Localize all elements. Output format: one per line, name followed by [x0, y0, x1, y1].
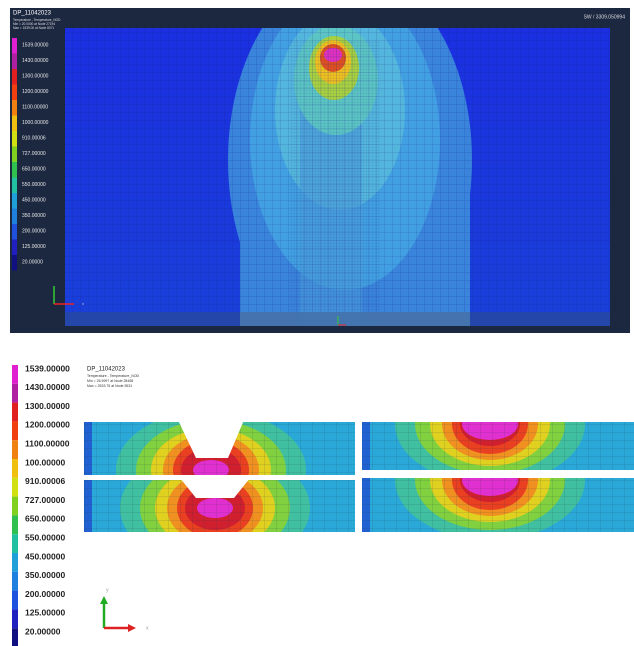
axis-triad: x y [100, 587, 149, 632]
temperature-plume [65, 0, 610, 350]
mesh [362, 422, 634, 470]
legend-swatch [12, 255, 17, 271]
legend-label: 650.00000 [25, 514, 65, 524]
mesh [362, 478, 634, 532]
legend-label: 1539.00000 [22, 42, 49, 48]
legend-label: 1430.00000 [25, 382, 70, 392]
info-line: Max = 1539.00 at Node 8071 [13, 26, 54, 30]
legend-swatch [12, 403, 18, 422]
legend-label: 125.00000 [25, 608, 65, 618]
legend-label: 1200.00000 [25, 420, 70, 430]
legend-swatch [12, 131, 17, 147]
legend-label: 1539.00000 [25, 363, 70, 373]
legend-swatch [12, 572, 18, 591]
legend-label: 1430.00000 [22, 58, 49, 64]
legend-swatch [12, 534, 18, 553]
legend-swatch [12, 628, 18, 646]
legend-swatch [12, 38, 17, 54]
legend-label: 1300.00000 [22, 73, 49, 79]
legend-label: 450.00000 [22, 197, 46, 203]
arrow-head [128, 624, 136, 632]
axis-label: x [146, 625, 149, 631]
legend-label: 20.00000 [25, 626, 61, 636]
legend-label: 910.00006 [22, 135, 46, 141]
title: DP_11042023 [13, 11, 52, 17]
title: DP_11042023 [87, 367, 126, 373]
legend-swatch [12, 497, 18, 516]
legend-swatch [12, 240, 17, 256]
legend-label: 125.00000 [22, 244, 46, 250]
arrow-head [100, 596, 108, 604]
legend-bar [12, 38, 17, 271]
info-line: Temperature - Temperature_NOD [87, 374, 140, 378]
legend-label: 20.00000 [22, 259, 43, 265]
legend-swatch [12, 54, 17, 70]
legend-label: 450.00000 [25, 551, 65, 561]
legend-bar [12, 365, 18, 646]
legend-swatch [12, 459, 18, 478]
legend-swatch [12, 147, 17, 163]
cross-sections [84, 364, 634, 568]
legend-swatch [12, 365, 18, 384]
legend-swatch [12, 609, 18, 628]
legend-swatch [12, 162, 17, 178]
legend-swatch [12, 100, 17, 116]
legend-swatch [12, 116, 17, 132]
legend-swatch [12, 515, 18, 534]
legend-label: 200.00000 [25, 589, 65, 599]
legend-swatch [12, 591, 18, 610]
legend-swatch [12, 224, 17, 240]
legend-swatch [12, 69, 17, 85]
info-line: Min = 26.9997 at Node 28468 [87, 379, 133, 383]
axis-label: x [82, 301, 84, 306]
legend-label: 1200.00000 [22, 89, 49, 95]
legend-swatch [12, 440, 18, 459]
legend-label: 550.00000 [22, 182, 46, 188]
legend-label: 1100.00000 [25, 438, 70, 448]
legend-label: 1100.00000 [22, 104, 48, 110]
view-label: SW / 3309.050994 [584, 14, 626, 20]
info-line: Max = 2533.75 at Node 5531 [87, 384, 132, 388]
legend-label: 1000.00000 [22, 120, 49, 126]
legend-label: 910.00006 [25, 476, 65, 486]
legend-swatch [12, 384, 18, 403]
legend-label: 100.00000 [25, 457, 65, 467]
legend-swatch [12, 478, 18, 497]
axis-label: y [106, 587, 109, 593]
legend-swatch [12, 85, 17, 101]
screenshot: DP_11042023 Temperature - Temperature_NO… [0, 0, 634, 646]
legend-swatch [12, 553, 18, 572]
legend-label: 727.00000 [22, 151, 46, 157]
legend-label: 350.00000 [22, 213, 46, 219]
legend-label: 1300.00000 [25, 401, 70, 411]
legend-label: 550.00000 [25, 532, 65, 542]
base-plate-hot [240, 312, 470, 326]
legend-label: 727.00000 [25, 495, 65, 505]
legend-swatch [12, 178, 17, 194]
legend-label: 200.00000 [22, 228, 46, 234]
legend-swatch [12, 193, 17, 209]
page: DP_11042023 Temperature - Temperature_NO… [0, 0, 634, 646]
mesh-fine [290, 40, 380, 330]
legend-swatch [12, 421, 18, 440]
section [362, 364, 634, 484]
legend-swatch [12, 209, 17, 225]
legend-label: 650.00000 [22, 166, 46, 172]
legend-label: 350.00000 [25, 570, 65, 580]
